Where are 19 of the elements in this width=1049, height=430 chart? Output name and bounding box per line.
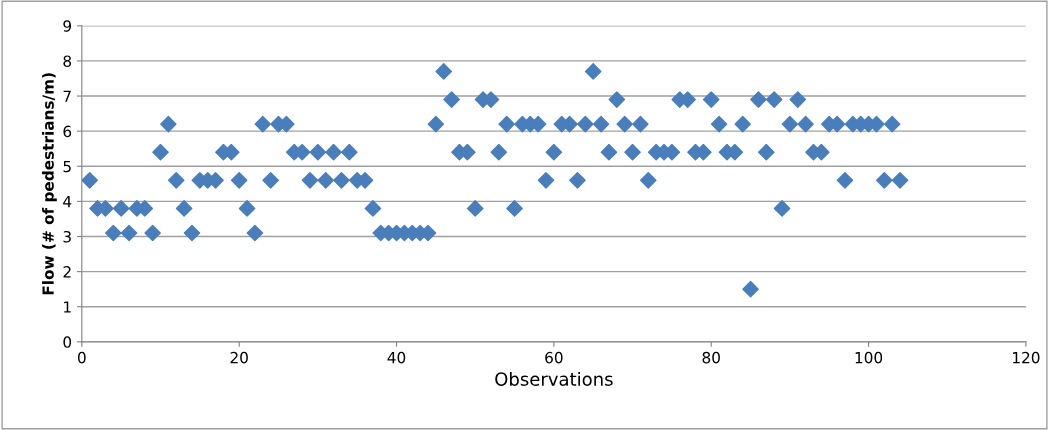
- y-tick-label: 8: [63, 55, 72, 67]
- x-tick-label: 20: [230, 351, 248, 364]
- y-tick-label: 3: [63, 230, 71, 243]
- x-tick-label: 120: [1013, 351, 1040, 364]
- y-tick-label: 1: [64, 301, 71, 313]
- y-tick-label: 5: [63, 160, 71, 173]
- y-tick-label: 7: [63, 90, 71, 102]
- x-tick-label: 60: [545, 351, 563, 364]
- y-tick-label: 2: [63, 266, 71, 278]
- y-tick-label: 0: [63, 336, 72, 348]
- y-tick-label: 4: [63, 196, 72, 208]
- y-tick-label: 6: [63, 125, 72, 138]
- x-tick-label: 80: [702, 351, 720, 364]
- y-axis-title: Flow (# of pedestrians/m): [42, 73, 57, 295]
- x-tick-label: 100: [855, 351, 883, 364]
- x-axis-title: Observations: [495, 371, 613, 386]
- x-tick-label: 0: [77, 351, 86, 364]
- y-tick-label: 9: [63, 20, 72, 32]
- x-tick-label: 40: [387, 351, 406, 364]
